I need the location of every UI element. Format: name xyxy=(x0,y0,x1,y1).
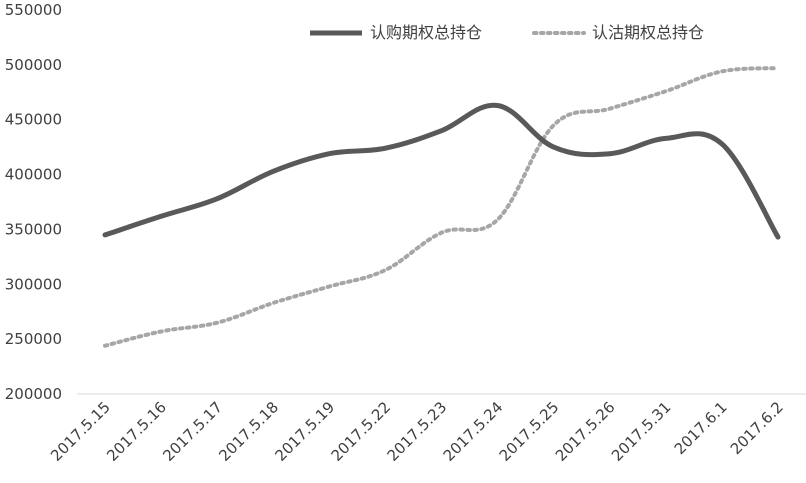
y-tick-label: 350000 xyxy=(5,220,62,238)
x-tick-label: 2017.6.1 xyxy=(671,398,731,458)
y-tick-label: 550000 xyxy=(5,1,62,19)
y-tick-label: 450000 xyxy=(5,111,62,129)
x-tick-label: 2017.6.2 xyxy=(727,398,787,458)
x-axis-tick-labels: 2017.5.152017.5.162017.5.172017.5.182017… xyxy=(47,398,787,465)
x-tick-label: 2017.5.16 xyxy=(103,398,170,465)
x-tick-label: 2017.5.22 xyxy=(328,398,395,465)
legend-label-put: 认沽期权总持仓 xyxy=(592,23,704,42)
legend-item-put: 认沽期权总持仓 xyxy=(532,23,704,42)
x-tick-label: 2017.5.26 xyxy=(552,398,619,465)
series-line-call xyxy=(102,102,781,240)
x-tick-label: 2017.5.17 xyxy=(159,398,226,465)
x-tick-label: 2017.5.24 xyxy=(440,398,507,465)
x-tick-label: 2017.5.31 xyxy=(608,398,675,465)
y-tick-label: 200000 xyxy=(5,385,62,403)
x-tick-label: 2017.5.15 xyxy=(47,398,114,465)
legend-item-call: 认购期权总持仓 xyxy=(310,23,482,42)
x-tick-label: 2017.5.18 xyxy=(215,398,282,465)
x-tick-label: 2017.5.25 xyxy=(496,398,563,465)
legend-label-call: 认购期权总持仓 xyxy=(370,23,482,42)
series-line-put xyxy=(103,66,780,348)
y-tick-label: 400000 xyxy=(5,166,62,184)
y-tick-label: 250000 xyxy=(5,330,62,348)
x-tick-label: 2017.5.23 xyxy=(384,398,451,465)
y-axis-tick-labels: 200000 250000 300000 350000 400000 450000 5000… xyxy=(5,1,62,403)
y-tick-label: 500000 xyxy=(5,56,62,74)
series-lines xyxy=(102,66,781,348)
y-tick-label: 300000 xyxy=(5,275,62,293)
x-tick-label: 2017.5.19 xyxy=(271,398,338,465)
legend: 认购期权总持仓 认沽期权总持仓 xyxy=(310,23,704,42)
